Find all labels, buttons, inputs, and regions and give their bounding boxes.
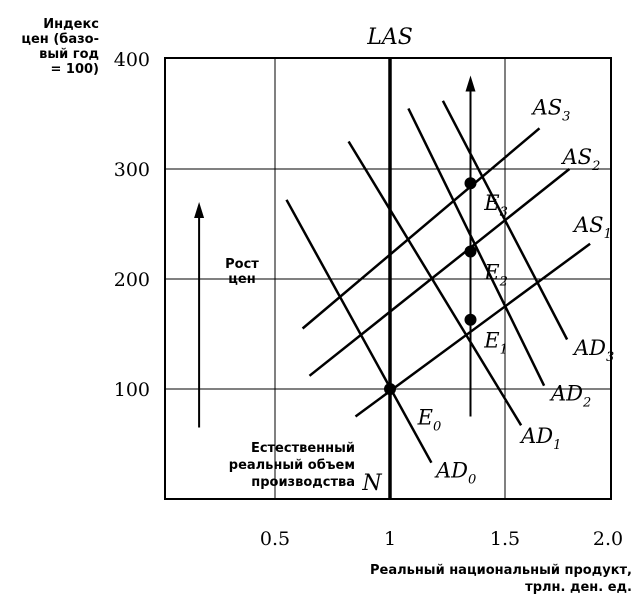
ad-label-2: AD2 — [549, 381, 591, 410]
equilibrium-point-e1 — [464, 313, 477, 326]
equilibrium-point-e0 — [384, 383, 396, 395]
as-curve-3 — [301, 127, 541, 330]
ad-label-1: AD1 — [519, 424, 561, 453]
equilibrium-label-e0: E0 — [417, 406, 442, 435]
price-growth-label: Рост цен — [225, 257, 259, 287]
y-tick-label: 300 — [114, 159, 150, 181]
x-tick-label: 2.0 — [593, 528, 623, 550]
ad-curve-1 — [347, 140, 523, 426]
equilibrium-label-e2: E2 — [483, 260, 508, 289]
x-axis-title-line: Реальный национальный продукт, — [370, 563, 632, 578]
natural-output-line: реальный объем — [229, 458, 355, 473]
equilibrium-label-e1: E1 — [483, 329, 508, 358]
y-axis-title-line: вый год — [39, 47, 99, 62]
y-tick-label: 100 — [114, 379, 150, 401]
natural-output-label: Естественный реальный объем производства — [229, 441, 355, 490]
natural-output-line: производства — [251, 475, 355, 490]
las-label: LAS — [366, 25, 413, 50]
price-growth-line: цен — [228, 272, 255, 287]
as-curve-2 — [308, 168, 571, 377]
y-axis-title-line: Индекс — [43, 17, 99, 32]
as-label-2: AS2 — [561, 145, 601, 174]
x-tick-label: 1.5 — [490, 528, 520, 550]
y-axis-title: Индекс цен (базо- вый год = 100) — [21, 17, 99, 77]
ad-label-0: AD0 — [434, 458, 476, 487]
equilibrium-label-e3: E3 — [483, 191, 508, 220]
y-tick-labels: 100 200 300 400 — [114, 49, 150, 401]
output-shift-arrow-head — [465, 75, 476, 92]
curve-labels: AS1 AS2 AS3 AD0 AD1 AD2 AD3 E0 E1 E2 E3 — [417, 95, 615, 487]
natural-output-line: Естественный — [251, 441, 355, 456]
price-growth-arrow-head — [194, 202, 205, 218]
x-tick-labels: 0.5 1 1.5 2.0 — [260, 528, 623, 550]
y-tick-label: 400 — [114, 49, 150, 71]
y-tick-label: 200 — [114, 269, 150, 291]
y-axis-title-line: цен (базо- — [21, 32, 99, 47]
price-growth-arrow — [194, 202, 205, 428]
las-foot-label: N — [361, 471, 382, 496]
x-tick-label: 1 — [384, 528, 396, 550]
ad-curve-0 — [285, 199, 433, 464]
curves — [194, 58, 591, 499]
y-axis-title-line: = 100) — [51, 62, 100, 77]
x-axis-title: Реальный национальный продукт, трлн. ден… — [370, 563, 632, 595]
ad-curve-2 — [407, 107, 546, 387]
equilibrium-point-e3 — [464, 177, 477, 190]
x-axis-title-line: трлн. ден. ед. — [525, 580, 632, 595]
as-label-1: AS1 — [572, 213, 612, 242]
markers — [384, 177, 477, 395]
equilibrium-point-e2 — [464, 245, 477, 258]
ad-label-3: AD3 — [572, 336, 614, 365]
as-label-3: AS3 — [531, 95, 571, 124]
ad-curve-3 — [441, 100, 569, 341]
x-tick-label: 0.5 — [260, 528, 290, 550]
price-growth-line: Рост — [225, 257, 259, 272]
